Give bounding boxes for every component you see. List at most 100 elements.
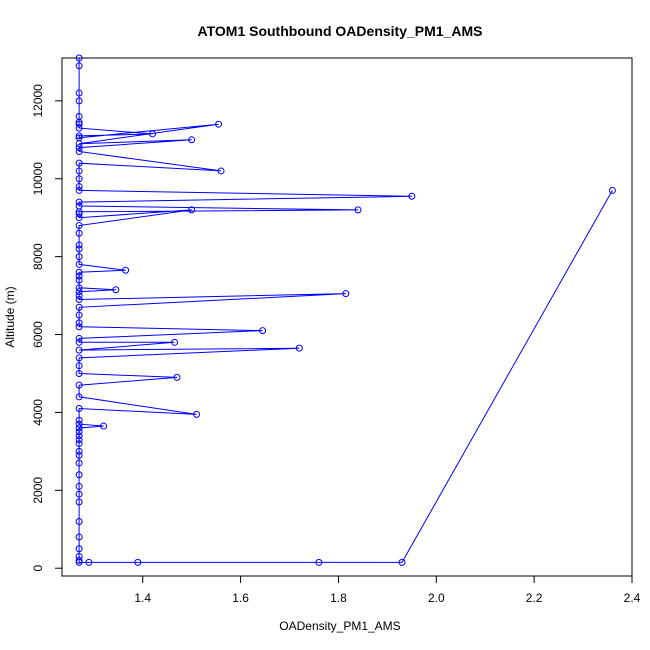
data-point bbox=[75, 214, 83, 222]
data-point bbox=[75, 405, 83, 413]
data-point bbox=[75, 124, 83, 132]
data-point bbox=[75, 292, 83, 300]
data-point bbox=[75, 533, 83, 541]
data-point bbox=[75, 120, 83, 128]
data-point bbox=[188, 206, 196, 214]
data-point bbox=[75, 167, 83, 175]
data-point bbox=[75, 436, 83, 444]
data-point bbox=[112, 286, 120, 294]
data-point bbox=[75, 89, 83, 97]
series-layer bbox=[75, 54, 616, 566]
data-point bbox=[75, 451, 83, 459]
data-point bbox=[75, 319, 83, 327]
data-point bbox=[75, 482, 83, 490]
data-point bbox=[315, 558, 323, 566]
data-point bbox=[75, 303, 83, 311]
y-tick-label: 6000 bbox=[31, 321, 45, 348]
data-point bbox=[75, 381, 83, 389]
data-point bbox=[75, 416, 83, 424]
x-tick-label: 2.0 bbox=[428, 591, 445, 605]
data-point bbox=[75, 490, 83, 498]
data-point bbox=[75, 210, 83, 218]
data-point bbox=[75, 253, 83, 261]
data-point bbox=[75, 558, 83, 566]
data-point bbox=[75, 144, 83, 152]
data-point bbox=[75, 556, 83, 564]
x-tick-label: 1.8 bbox=[330, 591, 347, 605]
y-axis: 0 2000 4000 6000 8000 10000 12000 bbox=[31, 84, 62, 572]
x-tick-label: 2.2 bbox=[526, 591, 543, 605]
data-point bbox=[75, 186, 83, 194]
data-point bbox=[75, 334, 83, 342]
y-tick-label: 12000 bbox=[31, 84, 45, 118]
y-tick-label: 2000 bbox=[31, 477, 45, 504]
data-point bbox=[75, 54, 83, 62]
data-point bbox=[75, 545, 83, 553]
data-point bbox=[75, 198, 83, 206]
y-tick-label: 8000 bbox=[31, 243, 45, 270]
data-point bbox=[173, 373, 181, 381]
data-point bbox=[408, 192, 416, 200]
data-point bbox=[75, 471, 83, 479]
data-point bbox=[75, 346, 83, 354]
data-point bbox=[75, 323, 83, 331]
data-point bbox=[75, 159, 83, 167]
data-point bbox=[75, 459, 83, 467]
data-point bbox=[75, 517, 83, 525]
data-point bbox=[75, 241, 83, 249]
data-point bbox=[75, 369, 83, 377]
data-point bbox=[75, 62, 83, 70]
data-point bbox=[75, 147, 83, 155]
data-point bbox=[134, 558, 142, 566]
data-point bbox=[398, 558, 406, 566]
data-point bbox=[75, 132, 83, 140]
data-point bbox=[75, 311, 83, 319]
data-point bbox=[75, 432, 83, 440]
data-point bbox=[85, 558, 93, 566]
x-axis: 1.4 1.6 1.8 2.0 2.2 2.4 bbox=[134, 576, 641, 605]
data-point bbox=[75, 229, 83, 237]
data-point bbox=[75, 183, 83, 191]
data-point bbox=[171, 338, 179, 346]
data-point bbox=[75, 97, 83, 105]
data-point bbox=[75, 221, 83, 229]
x-tick-label: 1.6 bbox=[232, 591, 249, 605]
data-point bbox=[75, 354, 83, 362]
data-point bbox=[193, 410, 201, 418]
data-point bbox=[259, 327, 267, 335]
data-point bbox=[75, 288, 83, 296]
x-tick-label: 2.4 bbox=[624, 591, 641, 605]
data-point bbox=[75, 268, 83, 276]
data-point bbox=[75, 420, 83, 428]
data-point bbox=[75, 140, 83, 148]
y-axis-label: Altitude (m) bbox=[3, 286, 17, 347]
y-tick-label: 0 bbox=[31, 565, 45, 572]
data-point bbox=[75, 338, 83, 346]
data-point bbox=[149, 130, 157, 138]
data-point bbox=[75, 272, 83, 280]
data-point bbox=[75, 424, 83, 432]
data-point bbox=[217, 167, 225, 175]
data-point bbox=[188, 136, 196, 144]
x-axis-label: OADensity_PM1_AMS bbox=[279, 619, 400, 633]
chart-title: ATOM1 Southbound OADensity_PM1_AMS bbox=[198, 23, 483, 39]
x-tick-label: 1.4 bbox=[134, 591, 151, 605]
data-point bbox=[75, 260, 83, 268]
data-point bbox=[75, 498, 83, 506]
data-point bbox=[342, 290, 350, 298]
data-point bbox=[354, 206, 362, 214]
data-point bbox=[608, 186, 616, 194]
data-point bbox=[75, 393, 83, 401]
y-tick-label: 10000 bbox=[31, 162, 45, 196]
data-point bbox=[75, 428, 83, 436]
data-point bbox=[75, 295, 83, 303]
series-line bbox=[78, 58, 613, 563]
data-point bbox=[75, 440, 83, 448]
data-point bbox=[215, 120, 223, 128]
data-point bbox=[100, 422, 108, 430]
data-point bbox=[75, 276, 83, 284]
plot-frame bbox=[61, 57, 633, 577]
data-point bbox=[75, 284, 83, 292]
data-point bbox=[75, 362, 83, 370]
